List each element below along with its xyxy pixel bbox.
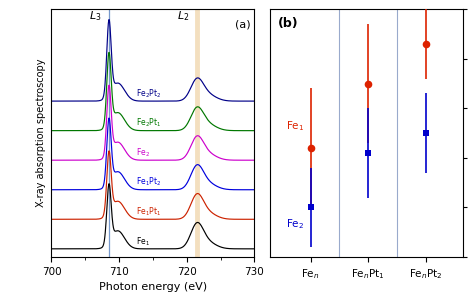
X-axis label: Photon energy (eV): Photon energy (eV)	[99, 282, 207, 292]
Text: Fe$_2$: Fe$_2$	[286, 217, 305, 231]
Text: (a): (a)	[235, 19, 251, 29]
Text: Fe$_1$: Fe$_1$	[286, 119, 305, 133]
Text: Fe$_1$: Fe$_1$	[136, 235, 150, 248]
Text: Fe$_2$Pt$_2$: Fe$_2$Pt$_2$	[136, 87, 161, 100]
Text: Fe$_1$Pt$_1$: Fe$_1$Pt$_1$	[136, 205, 161, 218]
Text: Fe$_2$Pt$_1$: Fe$_2$Pt$_1$	[136, 117, 161, 129]
Y-axis label: X-ray absorption spectroscopy: X-ray absorption spectroscopy	[36, 59, 46, 207]
Text: Fe$_2$: Fe$_2$	[136, 146, 150, 159]
Text: Fe$_1$Pt$_2$: Fe$_1$Pt$_2$	[136, 176, 161, 188]
Text: $L_3$: $L_3$	[89, 9, 102, 23]
Text: $L_2$: $L_2$	[177, 9, 190, 23]
Text: (b): (b)	[278, 17, 299, 30]
